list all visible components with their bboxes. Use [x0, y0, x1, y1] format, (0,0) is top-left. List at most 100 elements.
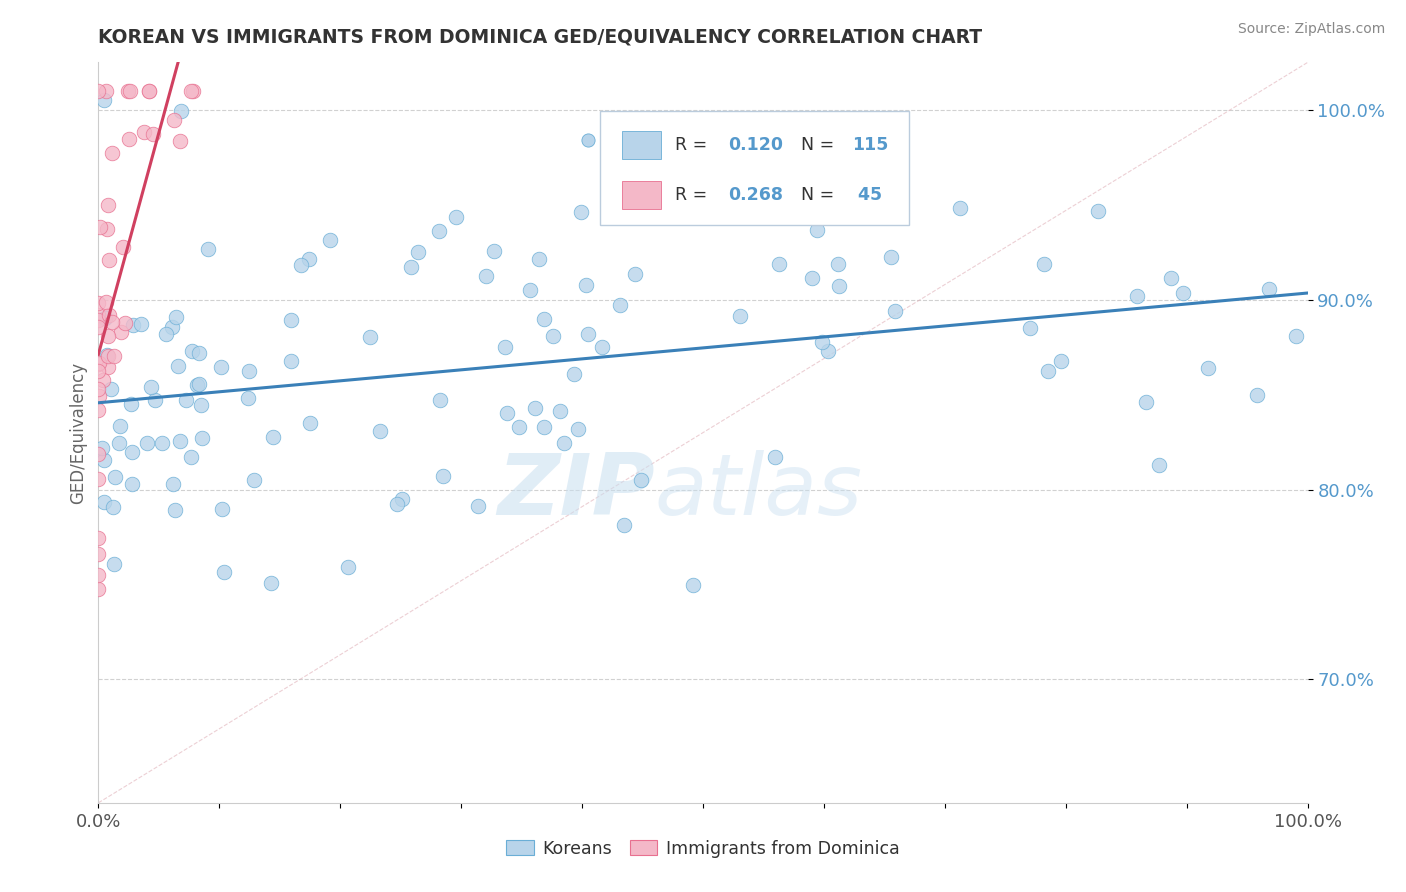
Point — [87, 357, 110, 371]
Point — [110, 326, 132, 340]
Point — [165, 310, 187, 324]
Point — [519, 283, 541, 297]
Point — [87, 382, 110, 396]
Point — [298, 252, 321, 266]
Point — [444, 211, 467, 225]
Point — [432, 469, 454, 483]
Point — [243, 473, 266, 487]
Point — [197, 242, 219, 256]
Bar — [621, 181, 661, 209]
Text: ZIP: ZIP — [496, 450, 655, 533]
Point — [880, 250, 903, 264]
Point — [142, 127, 165, 141]
Point — [280, 313, 302, 327]
Point — [114, 317, 136, 331]
Point — [553, 436, 575, 450]
Point — [391, 491, 413, 506]
Point — [1032, 257, 1054, 271]
Point — [541, 329, 564, 343]
Point — [150, 436, 173, 450]
Point — [87, 582, 110, 596]
Point — [482, 244, 505, 258]
Point — [763, 450, 786, 464]
Point — [129, 317, 152, 331]
Text: 0.268: 0.268 — [728, 186, 783, 204]
Point — [87, 308, 110, 322]
Legend: Koreans, Immigrants from Dominica: Koreans, Immigrants from Dominica — [499, 832, 907, 864]
Point — [387, 497, 409, 511]
Point — [104, 469, 127, 483]
Point — [562, 367, 585, 381]
Point — [406, 244, 429, 259]
Point — [103, 558, 125, 572]
Point — [170, 103, 193, 118]
Point — [97, 328, 120, 343]
Point — [94, 311, 117, 326]
Point — [121, 477, 143, 491]
Text: N =: N = — [801, 186, 839, 204]
Point — [108, 419, 131, 434]
Point — [1258, 282, 1281, 296]
Point — [87, 472, 110, 486]
Point — [108, 435, 131, 450]
Point — [1019, 321, 1042, 335]
Point — [1246, 388, 1268, 402]
Point — [87, 532, 110, 546]
Point — [806, 223, 828, 237]
Point — [87, 364, 110, 378]
Point — [613, 518, 636, 533]
Point — [94, 84, 117, 98]
Point — [117, 84, 139, 98]
Point — [89, 389, 111, 403]
Point — [180, 344, 202, 359]
Point — [190, 431, 212, 445]
Point — [467, 499, 489, 513]
Point — [190, 398, 212, 412]
Point — [368, 425, 391, 439]
Point — [91, 441, 114, 455]
Point — [136, 435, 159, 450]
Point — [576, 302, 599, 317]
Point — [121, 445, 143, 459]
Point — [101, 145, 124, 160]
Point — [548, 404, 571, 418]
FancyBboxPatch shape — [600, 111, 908, 226]
Point — [949, 202, 972, 216]
Point — [96, 222, 118, 236]
Point — [138, 84, 160, 98]
Point — [508, 420, 530, 434]
Point — [832, 120, 855, 135]
Point — [118, 132, 141, 146]
Text: KOREAN VS IMMIGRANTS FROM DOMINICA GED/EQUIVALENCY CORRELATION CHART: KOREAN VS IMMIGRANTS FROM DOMINICA GED/E… — [98, 28, 983, 47]
Point — [103, 349, 125, 363]
Point — [187, 376, 209, 391]
Point — [1087, 203, 1109, 218]
Point — [188, 345, 211, 359]
Point — [93, 495, 115, 509]
Point — [121, 318, 143, 332]
Point — [167, 359, 190, 373]
Point — [1135, 395, 1157, 409]
Point — [280, 354, 302, 368]
Point — [1285, 328, 1308, 343]
Point — [87, 567, 110, 582]
Bar — [621, 131, 661, 160]
Point — [180, 84, 202, 98]
Text: N =: N = — [801, 136, 839, 154]
Point — [811, 335, 834, 350]
Point — [209, 360, 232, 375]
Point — [93, 94, 115, 108]
Point — [1038, 364, 1060, 378]
Point — [533, 311, 555, 326]
Point — [336, 560, 359, 574]
Point — [87, 295, 110, 310]
Point — [139, 380, 162, 394]
Point — [494, 340, 516, 354]
Point — [100, 383, 122, 397]
Point — [98, 252, 121, 267]
Text: 45: 45 — [852, 186, 882, 204]
Point — [98, 308, 121, 322]
Point — [682, 578, 704, 592]
Point — [523, 401, 546, 416]
Point — [630, 474, 652, 488]
